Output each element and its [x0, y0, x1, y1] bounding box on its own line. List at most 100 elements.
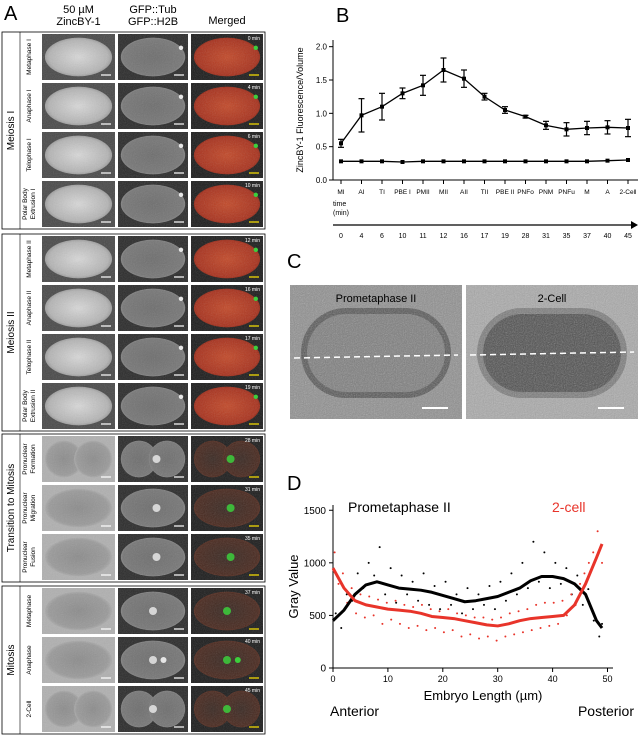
x-tick-label: 0 — [330, 674, 335, 684]
row-label: Extrusion I — [30, 188, 37, 219]
series-line — [331, 543, 604, 628]
scatter-point — [504, 635, 507, 638]
x-tick-label: TI — [379, 189, 385, 196]
group-frame — [1, 233, 266, 432]
grain — [466, 285, 638, 419]
group-label: Transition to Mitosis — [6, 464, 17, 553]
scatter-point — [355, 612, 358, 615]
chromatin — [152, 553, 161, 561]
time-stamp: 0 min — [248, 36, 260, 42]
grain — [191, 34, 263, 80]
grain — [191, 132, 263, 178]
marker — [380, 104, 384, 109]
scatter-point — [548, 624, 551, 627]
scatter-point — [428, 603, 431, 606]
scatter-point — [333, 551, 336, 554]
time-stamp: 28 min — [245, 438, 260, 444]
x-tick-label: MI — [337, 189, 344, 196]
chromatin — [178, 247, 184, 252]
time-stamp: 31 min — [245, 487, 260, 493]
scatter-point — [398, 622, 401, 625]
time-stamp: 10 min — [245, 183, 260, 189]
time-stamp: 12 min — [245, 238, 260, 244]
scatter-point — [438, 610, 441, 613]
scatter-point — [403, 603, 406, 606]
grain — [118, 285, 188, 331]
scatter-point — [491, 618, 494, 621]
column-header: Merged — [208, 15, 245, 27]
scatter-point — [447, 608, 450, 611]
y-tick-label: 1.0 — [316, 109, 328, 118]
panel-label: D — [287, 473, 301, 495]
time-stamp: 6 min — [248, 134, 260, 140]
time-stamp: 17 min — [245, 336, 260, 342]
scatter-point — [451, 629, 454, 632]
grain — [118, 236, 188, 282]
scatter-point — [461, 612, 464, 615]
x-tick-label: MII — [439, 189, 448, 196]
row-label: Anaphase II — [26, 290, 33, 325]
scatter-point — [356, 572, 359, 575]
chromatin — [253, 94, 258, 100]
time-label: 4 — [360, 233, 364, 240]
scatter-point — [500, 616, 502, 619]
scatter-point — [517, 610, 520, 613]
row-label: Metaphase II — [26, 240, 33, 278]
group-frame — [1, 585, 266, 735]
scatter-point — [530, 629, 533, 632]
y-axis-title: ZincBY-1 Fluorescence/Volume — [295, 47, 305, 172]
column-header: 50 µM — [63, 4, 94, 16]
legend-entry: 2-cell — [552, 499, 585, 515]
scatter-point — [377, 598, 380, 601]
chromatin — [253, 296, 258, 301]
scatter-point — [407, 627, 410, 630]
scatter-point — [472, 608, 474, 611]
marker — [380, 159, 384, 164]
row-label: Metaphase I — [26, 39, 33, 75]
time-label: 11 — [419, 233, 426, 240]
x-tick-label: PNFu — [558, 189, 575, 196]
annotation: Posterior — [578, 703, 634, 719]
row-label: Polar Body — [22, 389, 29, 422]
scatter-point — [455, 593, 458, 596]
scatter-point — [592, 619, 595, 622]
image-title: 2-Cell — [538, 293, 567, 305]
chromatin — [149, 705, 157, 713]
scatter-point — [526, 608, 529, 611]
scatter-point — [521, 561, 524, 564]
column-header: ZincBY-1 — [56, 16, 100, 28]
grain — [42, 181, 115, 227]
time-stamp: 16 min — [245, 287, 260, 293]
scatter-point — [363, 616, 366, 619]
annotation: Anterior — [330, 703, 379, 719]
time-stamp: 45 min — [245, 688, 260, 694]
marker — [400, 160, 405, 164]
grain — [191, 236, 263, 282]
scatter-point — [482, 616, 485, 619]
row-label: Pronuclear — [22, 540, 29, 572]
scatter-point — [539, 627, 542, 630]
scatter-point — [367, 561, 370, 564]
scatter-point — [469, 633, 472, 636]
profile-line — [293, 354, 459, 359]
x-tick-label: M — [584, 189, 589, 196]
row-label: Polar Body — [22, 187, 29, 220]
scatter-point — [543, 551, 546, 554]
y-tick-label: 1.5 — [316, 76, 328, 85]
scatter-point — [537, 580, 540, 583]
scatter-point — [532, 540, 535, 543]
grain — [191, 334, 263, 380]
scatter-point — [456, 612, 459, 615]
grain — [118, 132, 188, 178]
grain — [191, 83, 263, 129]
y-tick-label: 500 — [309, 611, 326, 622]
marker — [441, 159, 446, 164]
chromatin — [253, 394, 258, 399]
scatter-point — [385, 601, 388, 604]
y-tick-label: 0.5 — [316, 143, 328, 152]
row-label: Telophase II — [26, 339, 33, 374]
chromatin — [149, 607, 157, 615]
scatter-point — [565, 614, 568, 617]
x-axis-title: Embryo Length (µm) — [424, 688, 543, 703]
